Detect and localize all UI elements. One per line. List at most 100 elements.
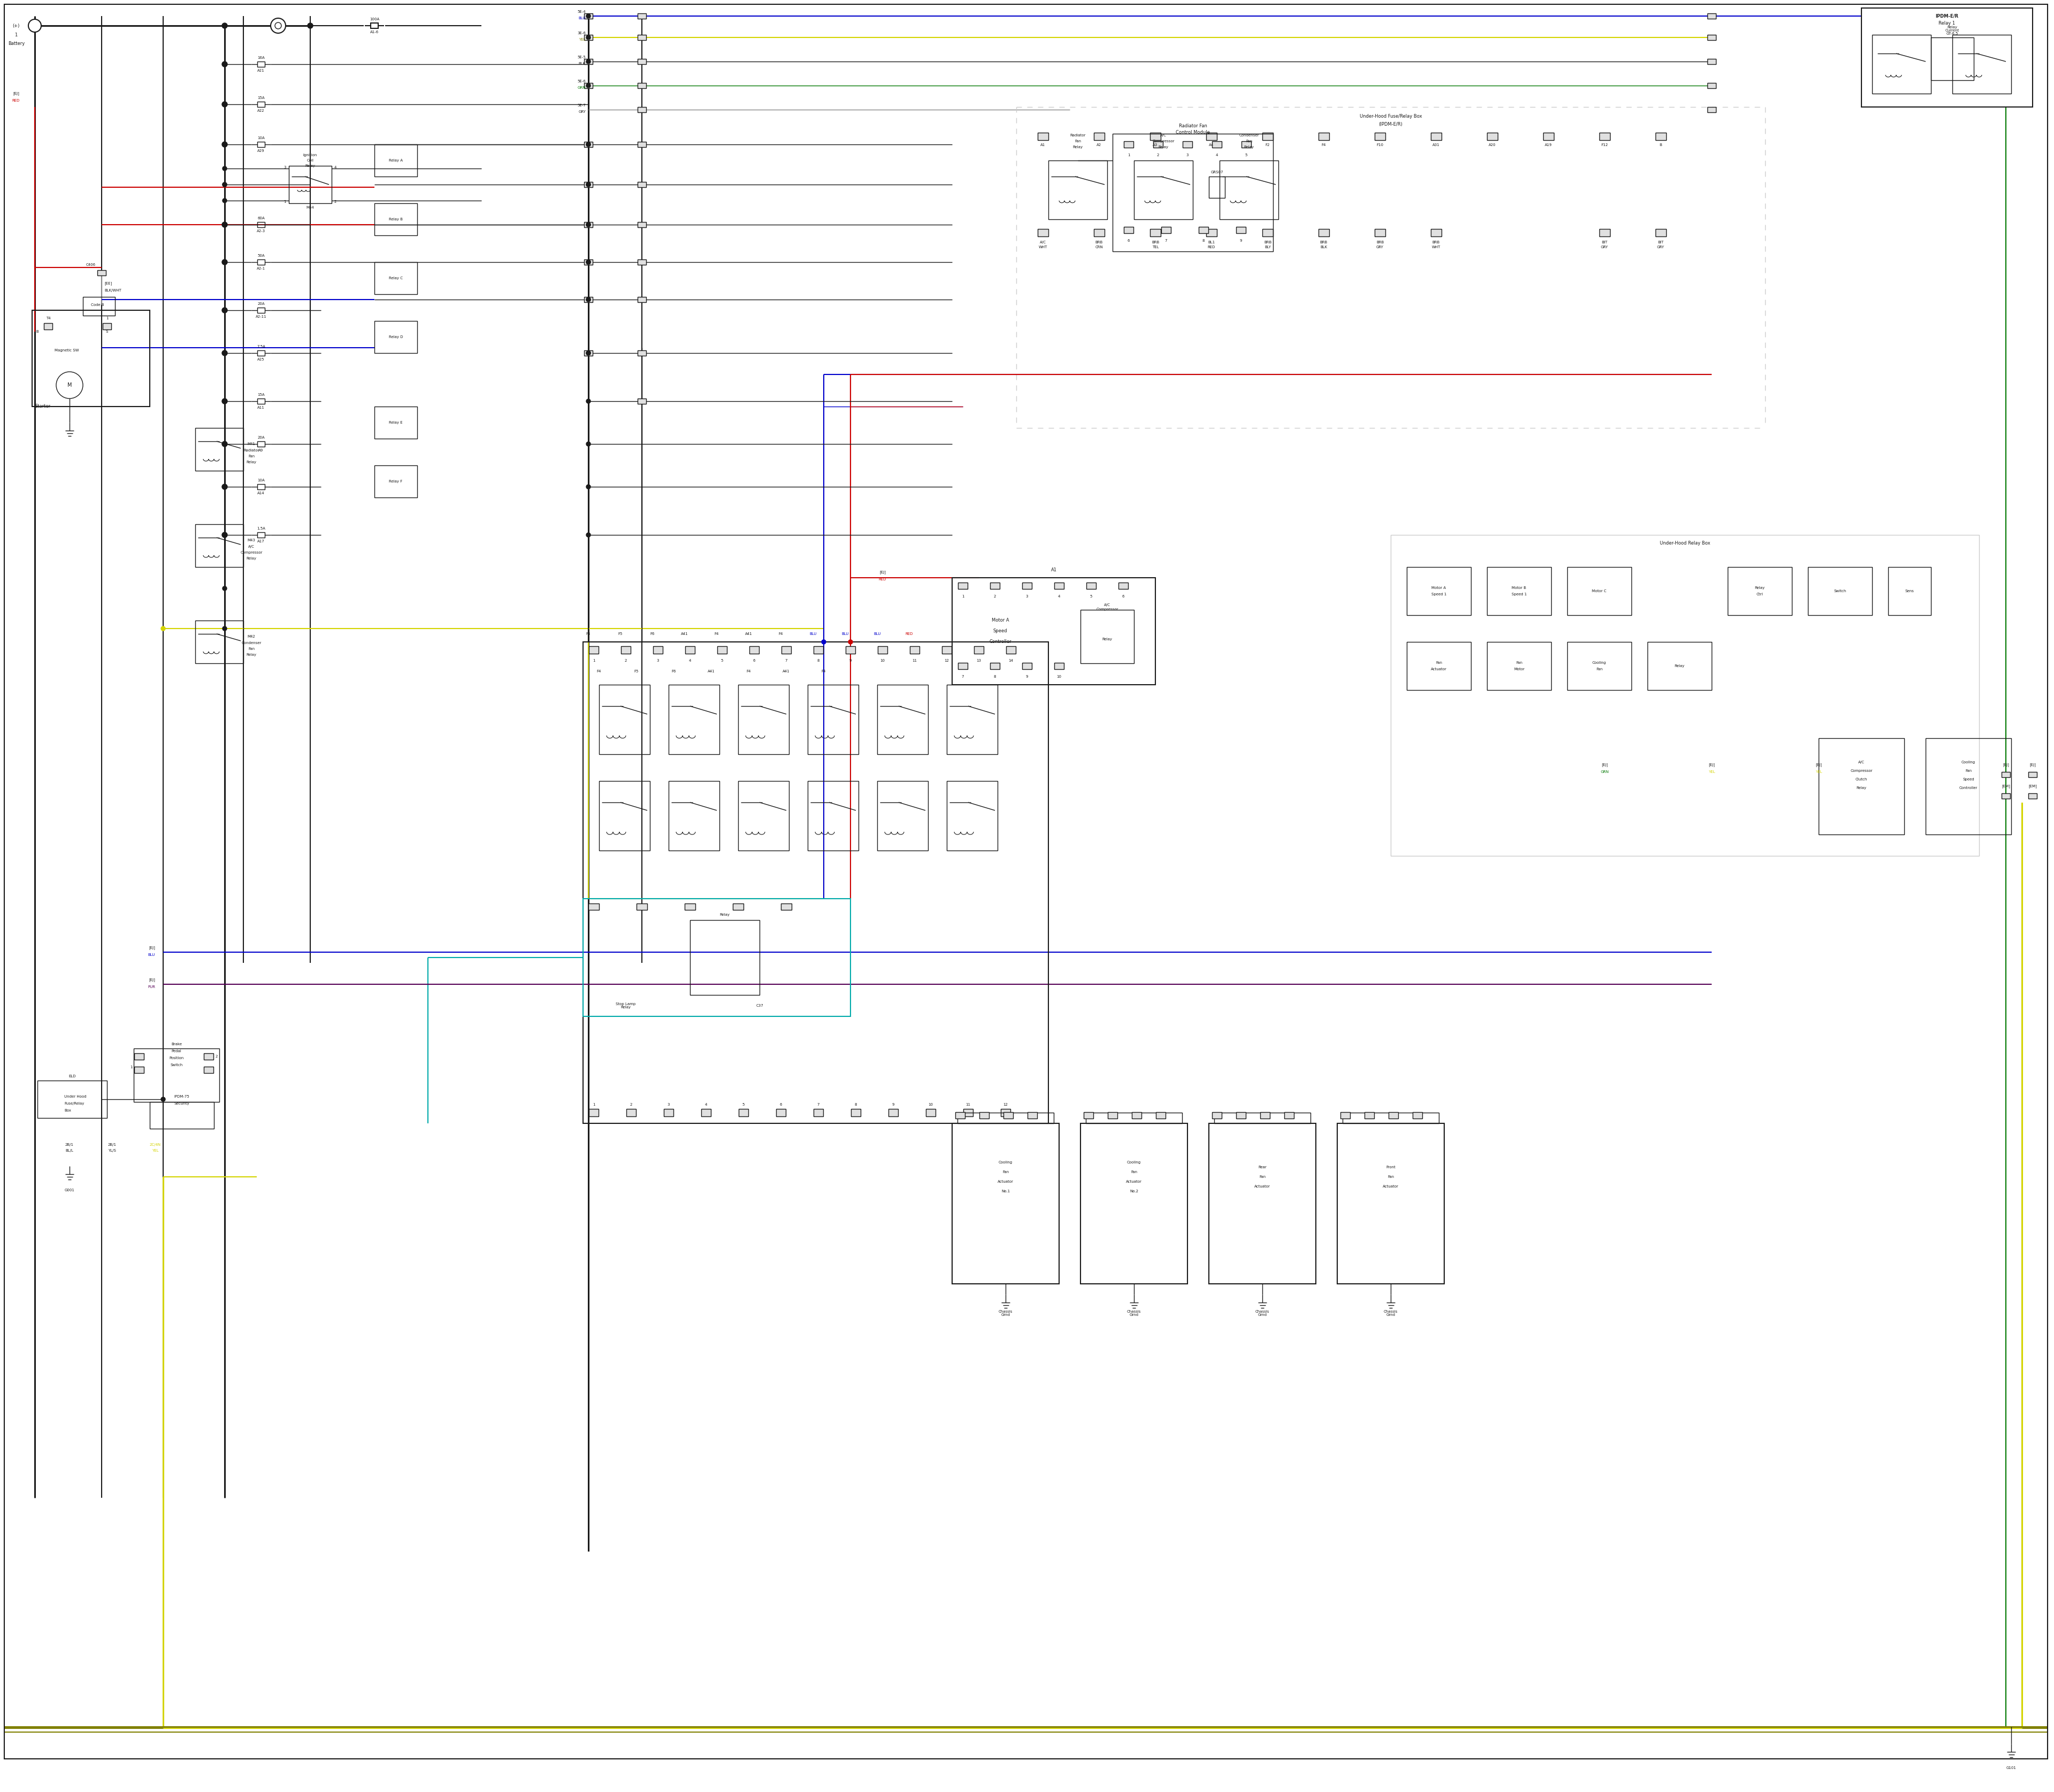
Text: Switch: Switch: [1834, 590, 1847, 593]
Text: Condenser: Condenser: [1239, 134, 1259, 136]
Bar: [750, 647, 760, 654]
Text: Ignition: Ignition: [304, 154, 316, 156]
Text: GT-6.5: GT-6.5: [1947, 32, 1957, 36]
Bar: [103, 323, 111, 330]
Text: 8: 8: [817, 659, 820, 663]
Text: 2: 2: [335, 201, 337, 202]
Circle shape: [222, 308, 226, 312]
Bar: [1212, 1113, 1222, 1118]
Bar: [1037, 229, 1048, 237]
Bar: [963, 1109, 974, 1116]
Text: A2-3: A2-3: [257, 229, 265, 233]
Bar: [587, 903, 600, 910]
Text: 10: 10: [928, 1104, 933, 1106]
Circle shape: [222, 102, 228, 108]
Circle shape: [222, 260, 226, 263]
Text: F6: F6: [651, 633, 655, 636]
Text: Under-Hood Fuse/Relay Box: Under-Hood Fuse/Relay Box: [1360, 115, 1421, 118]
Circle shape: [308, 23, 312, 29]
Bar: [1054, 582, 1064, 590]
Text: Motor A: Motor A: [1432, 586, 1446, 590]
Text: A22: A22: [257, 109, 265, 113]
Text: 2B/1: 2B/1: [66, 1143, 74, 1147]
Bar: [776, 1109, 787, 1116]
Text: Motor A: Motor A: [992, 618, 1009, 624]
Bar: [1023, 663, 1031, 668]
Text: 1: 1: [14, 32, 16, 38]
Text: Fan: Fan: [1389, 1176, 1395, 1179]
Text: A/C: A/C: [1039, 240, 1045, 244]
Text: C406: C406: [86, 263, 97, 267]
Bar: [1006, 647, 1017, 654]
Bar: [637, 297, 647, 303]
Text: Fan: Fan: [1516, 661, 1522, 665]
Text: Switch: Switch: [170, 1063, 183, 1066]
Text: 12: 12: [1002, 1104, 1009, 1106]
Text: Current: Current: [1945, 29, 1960, 32]
Text: 15A: 15A: [257, 392, 265, 396]
Text: 11: 11: [965, 1104, 972, 1106]
Circle shape: [222, 532, 226, 538]
Bar: [1337, 1124, 1444, 1283]
Text: IPDM-E/R: IPDM-E/R: [1935, 14, 1960, 18]
Text: A41: A41: [783, 670, 791, 674]
Bar: [637, 59, 647, 65]
Text: 7: 7: [961, 676, 963, 679]
Text: A/C: A/C: [1859, 760, 1865, 763]
Bar: [257, 142, 265, 147]
Text: BLU: BLU: [148, 953, 156, 957]
Circle shape: [585, 532, 592, 538]
Bar: [637, 351, 647, 357]
Bar: [600, 781, 649, 851]
Circle shape: [222, 443, 226, 446]
Text: Security: Security: [175, 1102, 189, 1106]
Text: [EJ]: [EJ]: [2003, 763, 2009, 767]
Text: [EJ]: [EJ]: [148, 978, 156, 982]
Text: BRB: BRB: [1321, 240, 1327, 244]
Text: RED: RED: [12, 99, 21, 102]
Text: Radiator Fan: Radiator Fan: [1179, 124, 1208, 129]
Text: 6: 6: [1128, 238, 1130, 242]
Bar: [33, 310, 150, 407]
Bar: [1567, 566, 1631, 615]
Bar: [1888, 566, 1931, 615]
Bar: [1391, 536, 1980, 857]
Bar: [97, 271, 107, 276]
Circle shape: [222, 260, 228, 265]
Bar: [1432, 133, 1442, 140]
Text: F6: F6: [672, 670, 676, 674]
Text: Fan: Fan: [249, 647, 255, 650]
Text: Relay: Relay: [1947, 25, 1957, 29]
Text: Position: Position: [168, 1057, 183, 1059]
Text: Battery: Battery: [8, 41, 25, 47]
Text: F4: F4: [822, 670, 826, 674]
Text: PUR: PUR: [148, 986, 156, 989]
Bar: [620, 647, 631, 654]
Bar: [1413, 1113, 1421, 1118]
Circle shape: [848, 640, 852, 643]
Bar: [1214, 1113, 1310, 1124]
Text: Pedal: Pedal: [170, 1050, 181, 1052]
Bar: [257, 532, 265, 538]
Bar: [1000, 1109, 1011, 1116]
Text: G001: G001: [64, 1188, 74, 1192]
Text: Actuator: Actuator: [1126, 1181, 1142, 1183]
Text: GRY: GRY: [1600, 246, 1608, 249]
Bar: [195, 525, 242, 566]
Bar: [1087, 1113, 1183, 1124]
Text: 6: 6: [781, 1104, 783, 1106]
Bar: [1487, 642, 1551, 690]
Text: F4: F4: [778, 633, 783, 636]
Text: Ctrl: Ctrl: [1756, 593, 1762, 597]
Bar: [1263, 229, 1273, 237]
Text: A/C: A/C: [1161, 134, 1167, 136]
Text: BRB: BRB: [1432, 240, 1440, 244]
Text: 13: 13: [976, 659, 982, 663]
Text: G101: G101: [2007, 1767, 2017, 1769]
Bar: [600, 685, 649, 754]
Circle shape: [222, 351, 228, 357]
Bar: [1407, 566, 1471, 615]
Text: Actuator: Actuator: [1432, 668, 1446, 670]
Bar: [1132, 1113, 1142, 1118]
Circle shape: [585, 222, 592, 228]
